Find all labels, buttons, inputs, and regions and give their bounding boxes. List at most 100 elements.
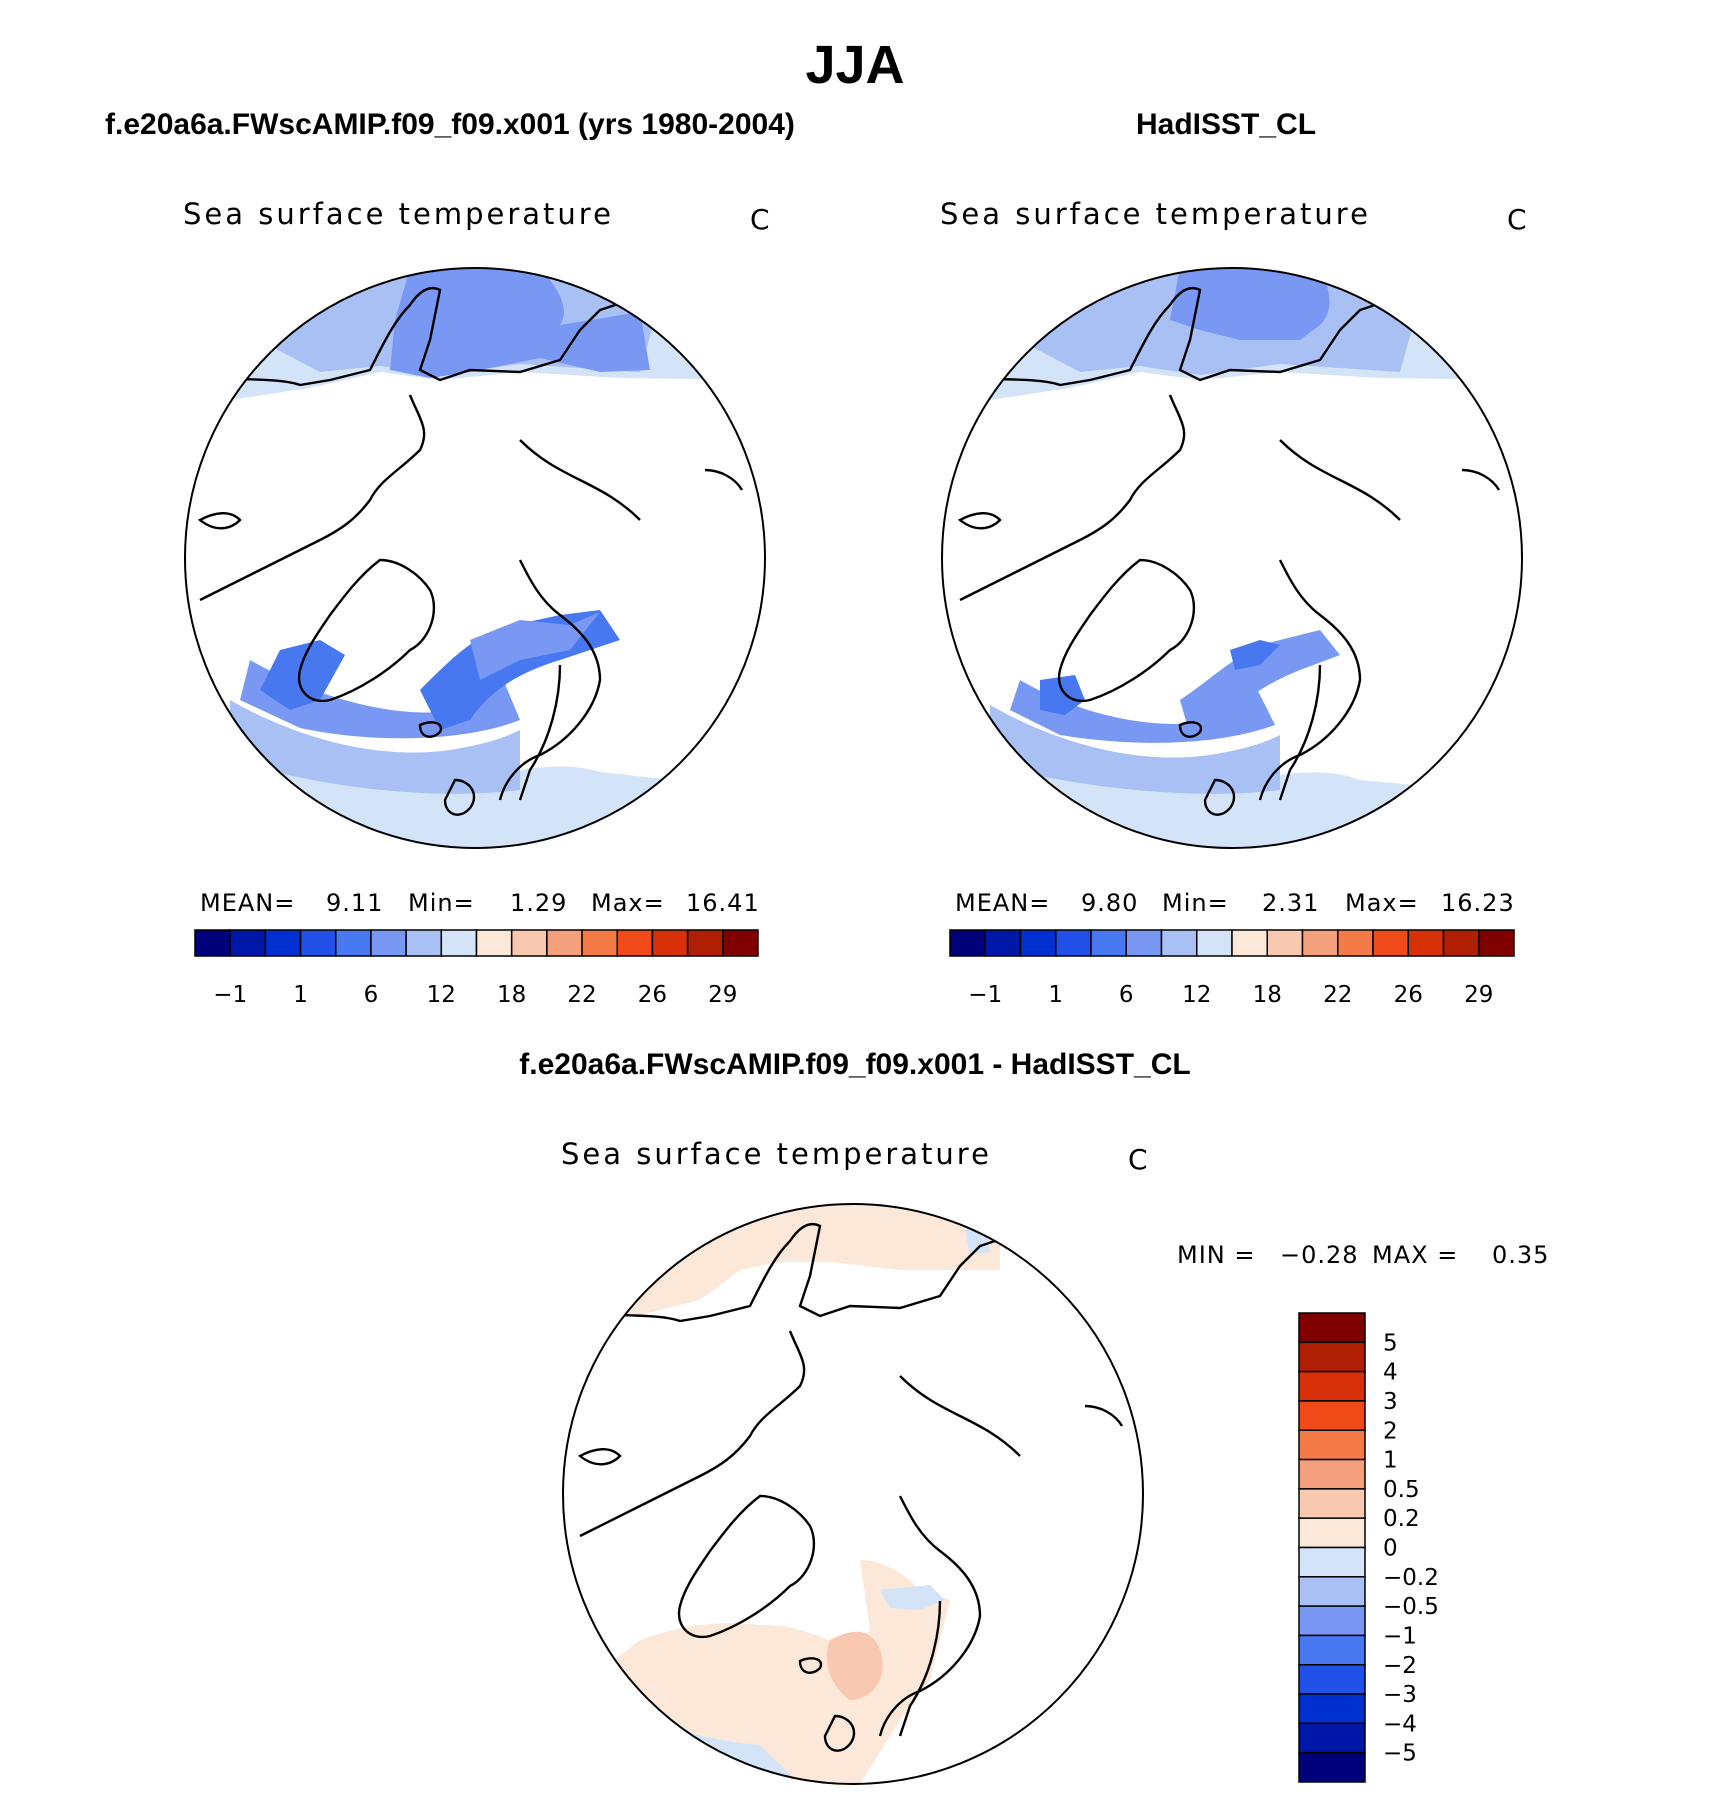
panel1-colorbar-swatch: [194, 929, 231, 957]
panel3-max-label: MAX =: [1372, 1241, 1459, 1269]
panel1-greenland-current: [260, 640, 345, 710]
panel3-colorbar-swatch: [1298, 1576, 1366, 1607]
panel2-colorbar-swatch: [1196, 929, 1233, 957]
panel1-colorbar-swatch: [722, 929, 759, 957]
panel1-map: [185, 268, 765, 848]
panel2-max-value: 16.23: [1441, 889, 1515, 917]
panel2-subtitle: HadISST_CL: [1136, 108, 1317, 141]
panel1-colorbar-tick-label: 6: [364, 982, 379, 1008]
panel3-map: [563, 1204, 1143, 1784]
panel2-colorbar-swatch: [1478, 929, 1515, 957]
panel1-colorbar-swatch: [475, 929, 513, 957]
panel2-colorbar-tick-label: 1: [1048, 982, 1063, 1008]
panel1-colorbar-tick-label: 12: [427, 982, 456, 1008]
panel1-map-border: [184, 267, 766, 849]
panel3-colorbar-tick-label: 2: [1383, 1418, 1398, 1444]
panel2-map-border: [941, 267, 1523, 849]
panel2-greenland-current: [1040, 675, 1085, 715]
panel1-colorbar-swatch: [686, 929, 724, 957]
panel3-colorbar-swatch: [1298, 1517, 1366, 1549]
panel1-colorbar-swatch: [581, 929, 618, 957]
panel1-min-value: 1.29: [510, 889, 568, 917]
panel1-units: C: [750, 203, 770, 236]
panel1-min-label: Min=: [408, 889, 475, 917]
panel2-colorbar-swatch: [1266, 929, 1304, 957]
panel3-colorbar-tick-label: −0.5: [1383, 1594, 1439, 1620]
panel3-colorbar-tick-label: −2: [1383, 1653, 1417, 1679]
panel1-colorbar-swatch: [405, 929, 443, 957]
panel3-colorbar-swatch: [1298, 1458, 1366, 1490]
panel1-colorbar-tick-label: −1: [213, 982, 247, 1008]
panel3-colorbar-swatch: [1298, 1693, 1366, 1725]
panel2-colorbar-swatch: [1160, 929, 1198, 957]
panel3-colorbar-tick-label: 5: [1383, 1330, 1398, 1356]
panel3-min-value: −0.28: [1280, 1241, 1359, 1269]
panel2-colorbar-tick-label: 18: [1253, 982, 1282, 1008]
panel1-pacific-deep: [390, 268, 650, 378]
panel2-colorbar-swatch: [1337, 929, 1374, 957]
panel3-coastlines: [577, 1222, 1124, 1752]
panel3-colorbar-tick-label: 0.2: [1383, 1506, 1420, 1532]
panel3-colorbar-tick-label: −4: [1383, 1711, 1417, 1737]
panel2-colorbar-swatch: [1019, 929, 1057, 957]
panel1-colorbar-swatch: [546, 929, 583, 957]
panel2-colorbar-tick-label: 12: [1182, 982, 1211, 1008]
panel3-min-label: MIN =: [1177, 1241, 1256, 1269]
panel2-colorbar-swatch: [1125, 929, 1163, 957]
panel2-mean-value: 9.80: [1081, 889, 1139, 917]
panel1-mean-value: 9.11: [326, 889, 384, 917]
panel3-colorbar-tick-label: −1: [1383, 1623, 1417, 1649]
panel1-colorbar-swatch: [264, 929, 302, 957]
panel3-colorbar: 5 4 3 2 1 0.5 0.2 0 −0.2 −0.5 −1 −2 −3 −4 −5: [1298, 1312, 1439, 1783]
panel3-colorbar-swatch: [1298, 1429, 1366, 1461]
panel2-barents: [1230, 640, 1280, 670]
panel2-units: C: [1507, 203, 1527, 236]
panel3-colorbar-swatch: [1298, 1605, 1366, 1637]
panel3-units: C: [1128, 1143, 1148, 1176]
panel1-colorbar-tick-label: 1: [293, 982, 308, 1008]
panel1-colorbar-swatch: [510, 929, 548, 957]
panel2-colorbar-swatch: [1055, 929, 1092, 957]
panel3-colorbar-swatch: [1298, 1722, 1366, 1754]
panel1-colorbar-tick-label: 22: [567, 982, 596, 1008]
panel2-map: [942, 268, 1522, 848]
panel3-colorbar-tick-label: 4: [1383, 1360, 1398, 1386]
panel3-colorbar-swatch: [1298, 1341, 1366, 1373]
panel3-colorbar-tick-label: 3: [1383, 1389, 1398, 1415]
panel2-colorbar-swatch: [1301, 929, 1339, 957]
panel2-min-value: 2.31: [1262, 889, 1320, 917]
panel3-colorbar-tick-label: −5: [1383, 1741, 1417, 1767]
panel2-colorbar-tick-label: 6: [1119, 982, 1134, 1008]
panel2-colorbar: −1 1 6 12 18 22 26 29: [949, 929, 1515, 1008]
panel1-colorbar-tick-label: 26: [638, 982, 667, 1008]
panel3-max-value: 0.35: [1492, 1241, 1550, 1269]
panel1-colorbar-swatch: [299, 929, 337, 957]
panel3-colorbar-swatch: [1298, 1400, 1366, 1431]
panel3-colorbar-tick-label: 1: [1383, 1448, 1398, 1474]
panel1-atlantic-mid: [230, 700, 520, 794]
panel1-mean-label: MEAN=: [200, 889, 296, 917]
panel2-coastlines: [957, 286, 1501, 816]
panel1-colorbar-swatch: [616, 929, 654, 957]
panel1-barents: [470, 612, 600, 680]
panel1-max-value: 16.41: [686, 889, 760, 917]
panel1-variable: Sea surface temperature: [183, 197, 614, 231]
panel2-colorbar-swatch: [1372, 929, 1409, 957]
panel3-iceland-warm: [826, 1631, 883, 1700]
panel3-map-border: [562, 1203, 1144, 1785]
panel2-max-label: Max=: [1345, 889, 1419, 917]
panel3-colorbar-swatch: [1298, 1488, 1366, 1519]
panel2-colorbar-swatch: [949, 929, 986, 957]
panel2-pacific-deep: [1170, 268, 1330, 340]
panel1-coastlines: [197, 286, 744, 816]
panel2-colorbar-tick-label: 22: [1323, 982, 1352, 1008]
panel2-colorbar-swatch: [1231, 929, 1268, 957]
panel1-colorbar: −1 1 6 12 18 22 26 29: [194, 929, 759, 1008]
panel2-colorbar-tick-label: 29: [1464, 982, 1493, 1008]
panel3-colorbar-swatch: [1298, 1751, 1366, 1783]
panel3-colorbar-swatch: [1298, 1546, 1366, 1578]
panel2-norwegian-current: [1180, 630, 1340, 735]
panel3-subtitle: f.e20a6a.FWscAMIP.f09_f09.x001 - HadISST…: [519, 1048, 1191, 1081]
panel2-colorbar-tick-label: 26: [1394, 982, 1423, 1008]
